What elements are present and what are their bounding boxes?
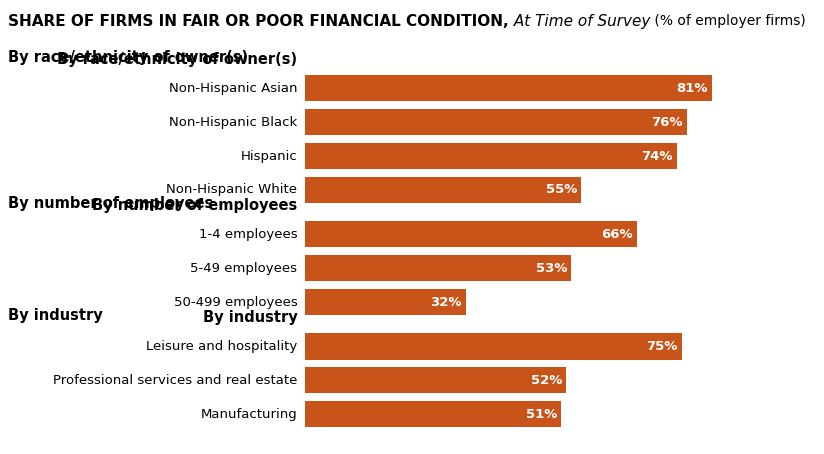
Text: 51%: 51% <box>526 408 557 421</box>
Text: 55%: 55% <box>546 183 578 197</box>
Bar <box>305 255 571 281</box>
Text: (% of employer firms): (% of employer firms) <box>650 14 806 28</box>
Text: 1-4 employees: 1-4 employees <box>199 228 297 241</box>
Bar <box>305 333 681 360</box>
Bar <box>305 221 637 247</box>
Text: 66%: 66% <box>601 228 633 241</box>
Text: 75%: 75% <box>647 340 678 353</box>
Text: 53%: 53% <box>536 262 567 275</box>
Bar <box>305 367 566 394</box>
Bar <box>305 401 561 427</box>
Text: Manufacturing: Manufacturing <box>200 408 297 421</box>
Bar <box>305 177 581 203</box>
Text: Leisure and hospitality: Leisure and hospitality <box>146 340 297 353</box>
Text: By race/ethnicity of owner(s): By race/ethnicity of owner(s) <box>57 52 297 67</box>
Text: 81%: 81% <box>677 82 708 95</box>
Text: 74%: 74% <box>641 149 673 163</box>
Text: 52%: 52% <box>531 374 562 387</box>
Bar <box>305 289 466 315</box>
Text: 50-499 employees: 50-499 employees <box>174 296 297 309</box>
Text: At Time of Survey: At Time of Survey <box>509 14 650 29</box>
Bar <box>305 75 712 101</box>
Bar <box>305 109 687 135</box>
Text: Professional services and real estate: Professional services and real estate <box>53 374 297 387</box>
Text: By industry: By industry <box>8 308 103 323</box>
Text: SHARE OF FIRMS IN FAIR OR POOR FINANCIAL CONDITION,: SHARE OF FIRMS IN FAIR OR POOR FINANCIAL… <box>8 14 509 29</box>
Text: 5-49 employees: 5-49 employees <box>190 262 297 275</box>
Text: Non-Hispanic Black: Non-Hispanic Black <box>169 116 297 128</box>
Text: By race/ethnicity of owner(s): By race/ethnicity of owner(s) <box>8 50 248 65</box>
Text: By industry: By industry <box>203 310 297 325</box>
Text: Non-Hispanic White: Non-Hispanic White <box>166 183 297 197</box>
Text: By number of employees: By number of employees <box>92 198 297 213</box>
Text: 32%: 32% <box>430 296 461 309</box>
Text: Non-Hispanic Asian: Non-Hispanic Asian <box>169 82 297 95</box>
Bar <box>305 143 677 169</box>
Text: By number of employees: By number of employees <box>8 196 213 211</box>
Text: Hispanic: Hispanic <box>241 149 297 163</box>
Text: 76%: 76% <box>651 116 683 128</box>
